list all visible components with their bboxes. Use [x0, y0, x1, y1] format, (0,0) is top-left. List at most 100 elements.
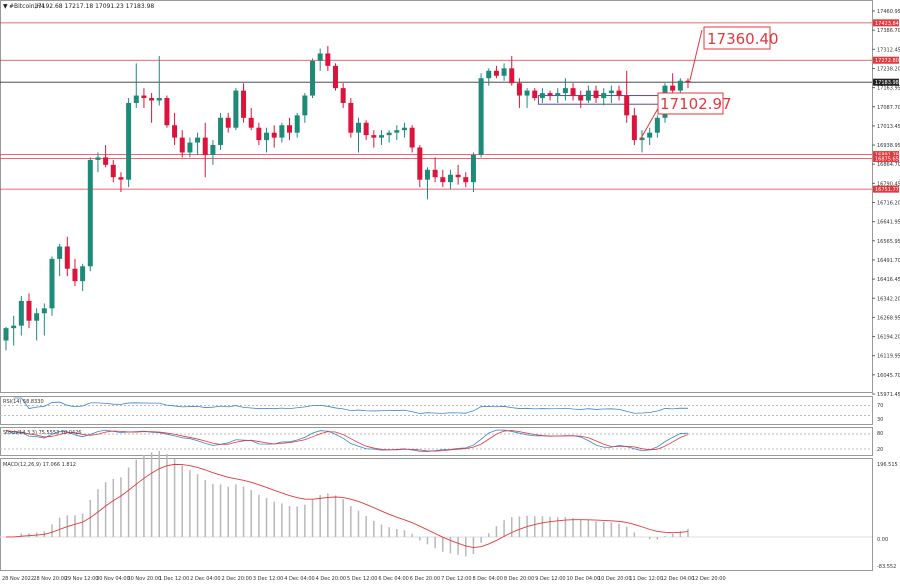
stoch-signal-line: [5, 429, 689, 452]
entry-price-box: [657, 92, 724, 115]
candle-body: [432, 169, 438, 178]
time-tick-label: 6 Dec 04:00: [378, 576, 408, 582]
candle-body: [394, 130, 400, 133]
price-tick-label: 17312.45: [877, 47, 900, 53]
candle-body: [133, 95, 139, 103]
candle-body: [118, 177, 124, 180]
candle-body: [493, 70, 499, 76]
candle-body: [149, 98, 155, 101]
candle-body: [470, 154, 476, 183]
candle-body: [225, 117, 231, 128]
candle-body: [355, 122, 361, 133]
candle-body: [524, 90, 530, 96]
candle-body: [616, 90, 622, 96]
target-price-box: [703, 26, 771, 50]
candle-body: [670, 85, 676, 91]
candle-body: [302, 95, 308, 116]
time-tick-label: 28 Nov 20:00: [33, 576, 67, 582]
rsi-line: [13, 397, 689, 414]
candle-body: [141, 95, 147, 99]
candle-body: [593, 90, 599, 99]
macd-tick-zero: 0.00: [877, 537, 888, 543]
candle-body: [555, 93, 561, 96]
time-tick-label: 11 Dec 12:00: [629, 576, 663, 582]
candle-body: [585, 90, 591, 101]
time-tick-label: 12 Dec 20:00: [692, 576, 726, 582]
candle-body: [624, 95, 630, 116]
price-tick-label: 16641.95: [877, 220, 900, 226]
price-tick-label: 16342.20: [877, 296, 900, 302]
candle-body: [333, 65, 339, 89]
time-tick-label: 4 Dec 04:00: [284, 576, 314, 582]
candle-body: [264, 132, 270, 141]
macd-signal-line: [5, 463, 689, 549]
price-tick-label: 15971.45: [877, 392, 900, 398]
candle-body: [501, 68, 507, 76]
candle-body: [179, 137, 185, 153]
chart-ohlc: 17192.68 17217.18 17091.23 17183.98: [34, 3, 154, 10]
time-tick-label: 2 Dec 04:00: [190, 576, 220, 582]
candle-body: [631, 115, 637, 141]
candle-body: [287, 125, 293, 133]
rsi-level-high: 70: [877, 403, 883, 409]
level-price-label: 17272.80: [875, 58, 899, 64]
candle-body: [202, 137, 208, 155]
level-price-tag: [873, 154, 899, 162]
entry-arrow: [639, 104, 661, 141]
time-tick-label: 30 Nov 04:00: [96, 576, 130, 582]
candle-body: [647, 132, 653, 138]
time-tick-label: 29 Nov 12:00: [65, 576, 99, 582]
candle-body: [677, 80, 683, 91]
candle-body: [539, 93, 545, 99]
candle-body: [210, 145, 216, 155]
candle-body: [340, 88, 346, 103]
candle-body: [378, 135, 384, 138]
stoch-level-high: 80: [877, 431, 883, 437]
candle-body: [233, 90, 239, 128]
candle-body: [478, 78, 484, 155]
current-price-label: 17183.98: [875, 80, 899, 86]
time-tick-label: 10 Dec 20:00: [598, 576, 632, 582]
candle-body: [294, 115, 300, 133]
candle-body: [509, 68, 515, 84]
price-tick-label: 16565.95: [877, 239, 900, 245]
candle-body: [317, 53, 323, 61]
price-tick-label: 16716.20: [877, 201, 900, 207]
price-tick-label: 16194.20: [877, 335, 900, 341]
time-tick-label: 8 Dec 20:00: [504, 576, 534, 582]
candle-body: [11, 325, 17, 329]
candle-body: [685, 80, 691, 82]
candle-body: [417, 147, 423, 180]
candle-body: [348, 102, 354, 133]
price-tick-label: 17013.45: [877, 124, 900, 130]
time-tick-label: 5 Dec 12:00: [347, 576, 377, 582]
candle-body: [87, 159, 93, 267]
candle-body: [401, 127, 407, 131]
candle-body: [172, 125, 178, 138]
macd-label: MACD(12,26,9) 17.066 1.812: [3, 462, 76, 468]
price-tick-label: 16790.45: [877, 181, 900, 187]
level-price-label: 16875.65: [875, 156, 899, 162]
current-price-tag: [873, 78, 899, 86]
price-tick-label: 16045.70: [877, 373, 900, 379]
time-tick-label: 2 Dec 20:00: [222, 576, 252, 582]
level-price-tag: [873, 185, 899, 193]
time-tick-label: 4 Dec 20:00: [316, 576, 346, 582]
candle-body: [49, 258, 55, 309]
time-tick-label: 1 Dec 12:00: [159, 576, 189, 582]
price-tick-label: 17087.70: [877, 105, 900, 111]
chart-symbol: #Bitcoin,H4: [9, 3, 45, 10]
time-tick-label: 6 Dec 20:00: [410, 576, 440, 582]
candle-body: [371, 135, 377, 138]
candle-body: [639, 137, 645, 141]
macd-panel: [0, 458, 873, 571]
candle-body: [103, 157, 109, 165]
time-tick-label: 28 Nov 2022: [2, 576, 34, 582]
target-price-label: 17360.40: [707, 30, 779, 48]
candle-body: [409, 127, 415, 148]
price-tick-label: 17238.20: [877, 66, 900, 72]
candle-body: [110, 164, 116, 178]
candle-body: [80, 266, 86, 282]
candle-body: [95, 157, 101, 160]
